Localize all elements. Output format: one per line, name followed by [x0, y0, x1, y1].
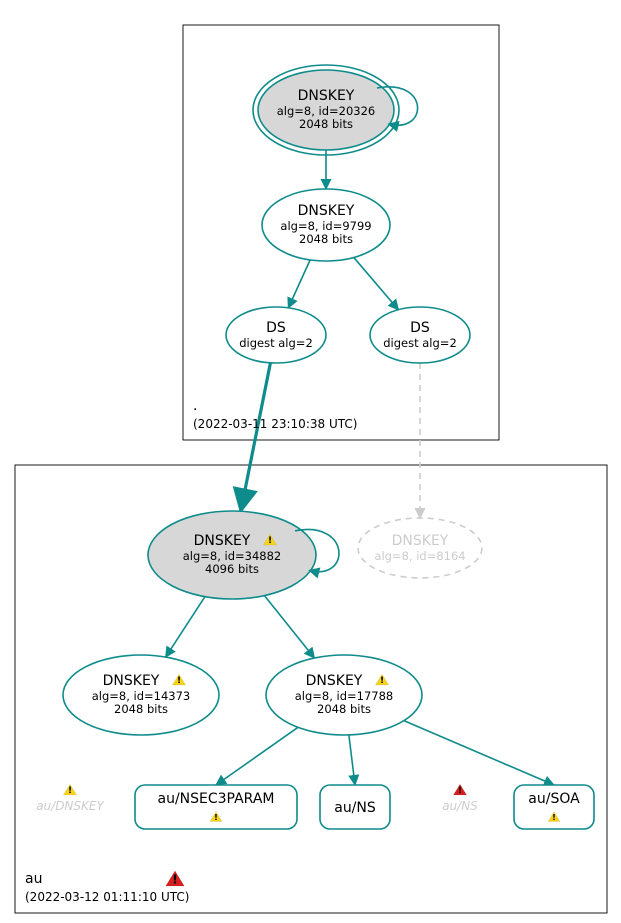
svg-text:4096 bits: 4096 bits — [205, 562, 259, 576]
nodes: DNSKEYalg=8, id=203262048 bitsDNSKEYalg=… — [63, 65, 482, 735]
svg-text:(2022-03-11 23:10:38 UTC): (2022-03-11 23:10:38 UTC) — [193, 417, 357, 431]
svg-text:!: ! — [177, 676, 181, 686]
svg-text:alg=8, id=9799: alg=8, id=9799 — [280, 219, 371, 233]
svg-text:alg=8, id=8164: alg=8, id=8164 — [374, 549, 465, 563]
svg-text:2048 bits: 2048 bits — [299, 117, 353, 131]
svg-text:(2022-03-12 01:11:10 UTC): (2022-03-12 01:11:10 UTC) — [25, 890, 189, 904]
svg-text:au/DNSKEY: au/DNSKEY — [36, 799, 105, 813]
node-au_ksk: DNSKEY! alg=8, id=348824096 bits — [148, 511, 339, 599]
node-ds2: DSdigest alg=2 — [370, 307, 470, 363]
svg-text:digest alg=2: digest alg=2 — [239, 336, 313, 350]
svg-text:2048 bits: 2048 bits — [299, 232, 353, 246]
svg-text:DS: DS — [266, 320, 286, 336]
node-au_ghost: DNSKEYalg=8, id=8164 — [358, 518, 482, 578]
rect-ns: au/NS — [320, 785, 390, 829]
svg-text:DNSKEY: DNSKEY — [392, 533, 449, 549]
svg-text:digest alg=2: digest alg=2 — [383, 336, 457, 350]
svg-text:2048 bits: 2048 bits — [114, 702, 168, 716]
record-boxes: au/NSEC3PARAM! au/NS au/SOA! — [135, 785, 594, 829]
svg-text:!: ! — [380, 676, 384, 686]
svg-text:2048 bits: 2048 bits — [317, 702, 371, 716]
svg-text:alg=8, id=34882: alg=8, id=34882 — [183, 549, 282, 563]
node-au_zsk1: DNSKEY! alg=8, id=143732048 bits — [63, 655, 219, 735]
svg-text:alg=8, id=14373: alg=8, id=14373 — [92, 689, 191, 703]
svg-text:DNSKEY: DNSKEY — [194, 533, 251, 549]
svg-text:!: ! — [172, 871, 178, 886]
svg-text:!: ! — [268, 536, 272, 546]
svg-text:DS: DS — [410, 320, 430, 336]
ghost-dnskey: au/DNSKEY! — [36, 784, 105, 813]
svg-text:au/NS: au/NS — [334, 800, 376, 816]
svg-text:.: . — [193, 398, 197, 414]
svg-text:alg=8, id=17788: alg=8, id=17788 — [295, 689, 394, 703]
svg-text:!: ! — [458, 786, 462, 796]
svg-text:!: ! — [68, 786, 72, 796]
rect-soa: au/SOA! — [514, 785, 594, 829]
svg-text:alg=8, id=20326: alg=8, id=20326 — [277, 104, 376, 118]
svg-text:DNSKEY: DNSKEY — [298, 203, 355, 219]
node-au_zsk2: DNSKEY! alg=8, id=177882048 bits — [266, 655, 422, 735]
svg-text:au/SOA: au/SOA — [528, 791, 580, 807]
svg-text:au/NS: au/NS — [442, 799, 478, 813]
node-ds1: DSdigest alg=2 — [226, 307, 326, 363]
svg-text:!: ! — [552, 812, 556, 822]
node-root_ksk: DNSKEYalg=8, id=203262048 bits — [253, 65, 418, 155]
ghost-ns: au/NS! — [442, 784, 478, 813]
svg-text:DNSKEY: DNSKEY — [103, 673, 160, 689]
svg-text:!: ! — [214, 812, 218, 822]
svg-text:DNSKEY: DNSKEY — [306, 673, 363, 689]
node-root_zsk: DNSKEYalg=8, id=97992048 bits — [262, 189, 390, 261]
svg-text:au/NSEC3PARAM: au/NSEC3PARAM — [158, 791, 275, 807]
zone-boxes — [15, 25, 607, 913]
svg-text:DNSKEY: DNSKEY — [298, 88, 355, 104]
svg-text:au: au — [25, 871, 42, 887]
rect-nsec3: au/NSEC3PARAM! — [135, 785, 297, 829]
